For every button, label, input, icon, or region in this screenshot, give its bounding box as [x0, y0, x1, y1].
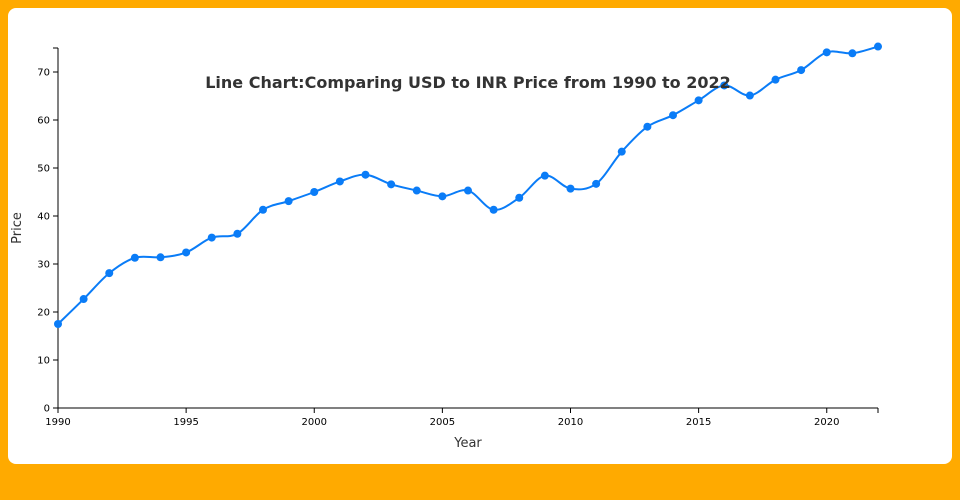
- data-point[interactable]: [617, 147, 626, 156]
- axes: 0 10 20 30 40 50 60 70 1990 1995 2000 2005 2010 2015…: [37, 47, 879, 428]
- y-tick-label: 60: [37, 116, 50, 127]
- x-tick-label: 1995: [173, 417, 198, 428]
- line-chart: 0 10 20 30 40 50 60 70 1990 1995 2000 2005 2010 2015…: [10, 42, 882, 451]
- data-point[interactable]: [387, 180, 396, 189]
- data-point[interactable]: [566, 184, 575, 193]
- y-tick-label: 10: [37, 356, 50, 367]
- x-tick-label: 2005: [430, 417, 455, 428]
- data-point[interactable]: [489, 205, 498, 214]
- data-point[interactable]: [438, 192, 447, 201]
- data-point[interactable]: [54, 320, 62, 328]
- data-point[interactable]: [540, 171, 549, 180]
- data-points: [54, 42, 882, 328]
- data-point[interactable]: [233, 229, 242, 238]
- y-tick-label: 70: [37, 68, 50, 79]
- data-point[interactable]: [259, 205, 267, 214]
- data-point[interactable]: [207, 233, 216, 242]
- x-tick-label: 2000: [302, 417, 327, 428]
- data-point[interactable]: [156, 253, 165, 262]
- data-point[interactable]: [694, 96, 703, 105]
- data-point[interactable]: [720, 81, 729, 90]
- data-point[interactable]: [745, 91, 754, 100]
- y-ticks: 0 10 20 30 40 50 60 70: [37, 47, 58, 415]
- data-point[interactable]: [310, 188, 319, 196]
- data-point[interactable]: [335, 177, 344, 186]
- x-axis-title: Year: [453, 436, 482, 451]
- data-point[interactable]: [464, 186, 472, 195]
- y-tick-label: 20: [37, 308, 50, 319]
- x-tick-label: 2015: [686, 417, 711, 428]
- y-tick-label: 50: [37, 164, 50, 175]
- chart-title: Line Chart:Comparing USD to INR Price fr…: [205, 73, 731, 92]
- data-point[interactable]: [848, 49, 857, 58]
- x-ticks: 1990 1995 2000 2005 2010 2015 2020: [45, 408, 879, 428]
- y-tick-label: 30: [37, 260, 50, 271]
- data-point[interactable]: [105, 269, 114, 278]
- data-point[interactable]: [79, 295, 88, 304]
- data-point[interactable]: [592, 179, 601, 188]
- data-point[interactable]: [797, 66, 806, 75]
- data-point[interactable]: [771, 75, 780, 84]
- y-tick-label: 0: [44, 404, 50, 415]
- data-point[interactable]: [182, 248, 191, 257]
- data-point[interactable]: [130, 253, 139, 262]
- data-point[interactable]: [669, 111, 677, 120]
- y-axis-title: Price: [10, 212, 25, 244]
- x-tick-label: 2020: [814, 417, 839, 428]
- data-point[interactable]: [361, 170, 370, 179]
- data-point[interactable]: [822, 48, 831, 57]
- data-point[interactable]: [284, 197, 293, 206]
- data-point[interactable]: [412, 186, 421, 195]
- data-point[interactable]: [643, 122, 652, 131]
- x-tick-label: 2010: [558, 417, 583, 428]
- x-tick-label: 1990: [45, 417, 70, 428]
- data-point[interactable]: [874, 42, 882, 51]
- y-tick-label: 40: [37, 212, 50, 223]
- data-point[interactable]: [515, 193, 524, 202]
- chart-card: 0 10 20 30 40 50 60 70 1990 1995 2000 2005 2010 2015…: [8, 8, 952, 464]
